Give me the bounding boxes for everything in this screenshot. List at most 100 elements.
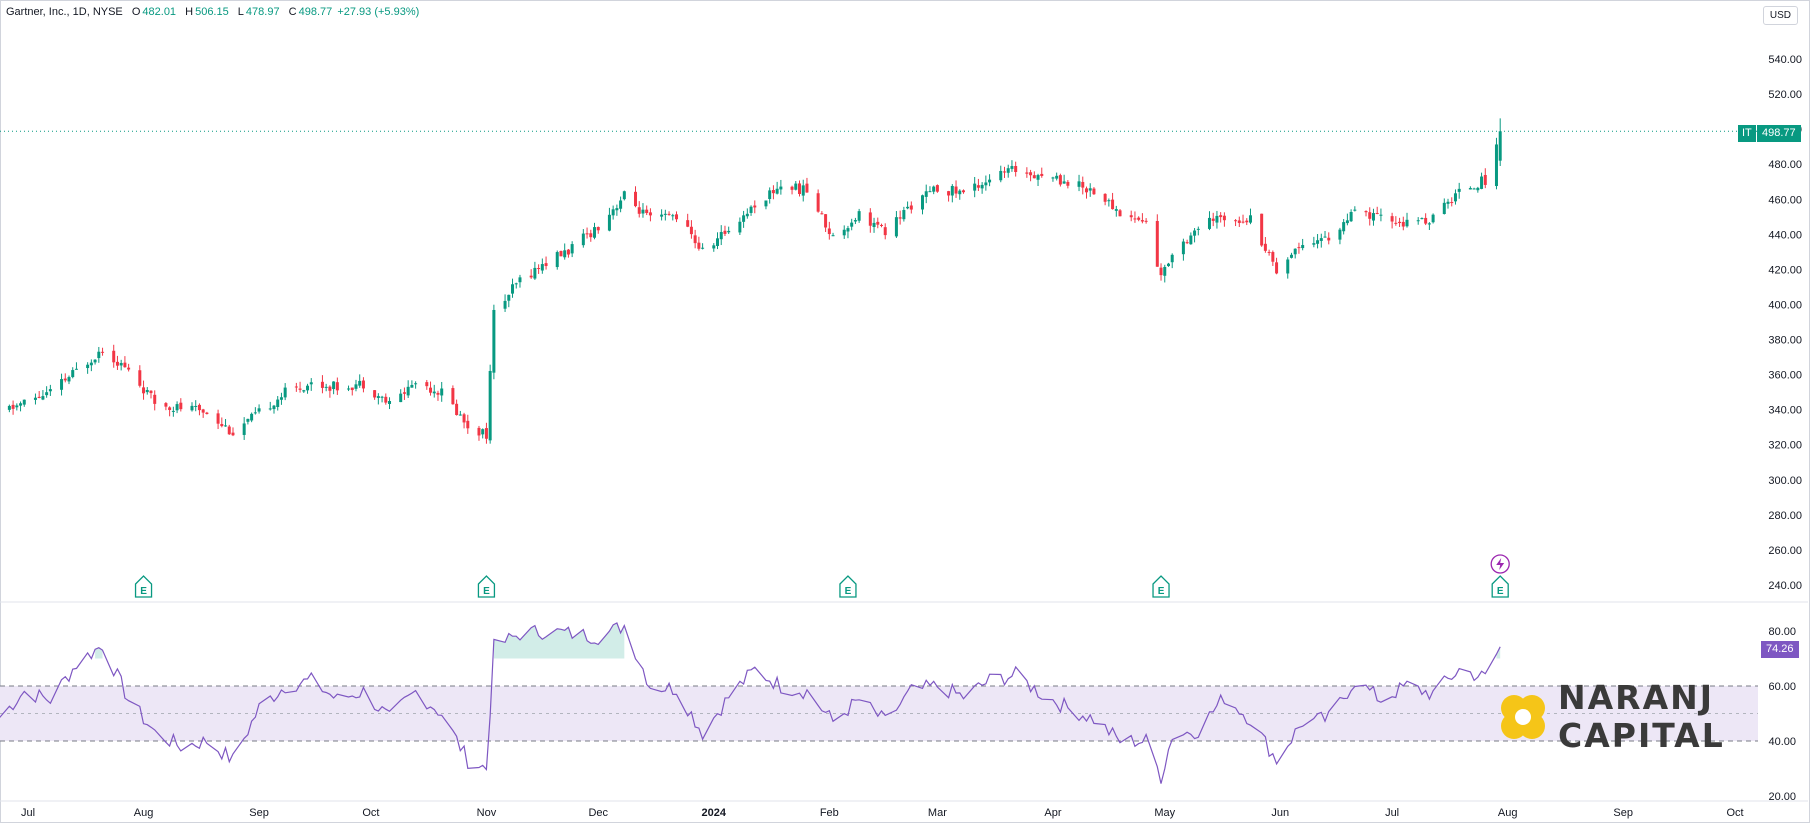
candle-body — [1002, 171, 1006, 173]
candle-body — [272, 405, 276, 410]
candle-body — [283, 387, 287, 398]
candle-body — [1092, 188, 1096, 195]
candle-body — [1450, 202, 1454, 204]
candle-body — [950, 185, 954, 196]
candle-body — [1297, 247, 1301, 249]
candle-body — [1260, 213, 1264, 246]
rsi-axis[interactable]: 20.00 40.00 60.00 80.00 — [1768, 626, 1796, 803]
earnings-marker[interactable]: E — [134, 575, 153, 598]
candle-body — [1081, 181, 1085, 188]
rsi-tick-label: 20.00 — [1768, 791, 1796, 803]
candle-body — [123, 362, 127, 368]
candle-body — [1476, 187, 1480, 191]
candle-body — [1118, 210, 1122, 217]
candle-body — [67, 377, 71, 382]
currency-button[interactable]: USD — [1762, 6, 1798, 25]
time-tick-label: Feb — [820, 807, 839, 819]
earnings-icon — [839, 575, 857, 598]
candle-body — [410, 384, 414, 388]
symbol-legend[interactable]: Gartner, Inc., 1D, NYSE O 482.01 H 506.15 … — [6, 6, 419, 18]
candle-body — [142, 387, 146, 394]
candle-body — [924, 191, 928, 197]
candle-body — [1193, 230, 1197, 236]
candle-body — [514, 283, 518, 285]
candle-body — [518, 277, 522, 283]
candle-body — [883, 227, 887, 236]
candle-body — [101, 351, 105, 353]
earnings-letter: E — [845, 586, 852, 597]
candle-body — [906, 206, 910, 209]
rsi-overbought-fill — [95, 647, 103, 659]
candle-body — [507, 294, 511, 301]
candle-body — [1245, 220, 1249, 223]
candle-body — [481, 429, 485, 435]
candle-body — [425, 382, 429, 387]
price-tick-label: 480.00 — [1768, 159, 1802, 171]
candle-body — [775, 188, 779, 194]
high-value: 506.15 — [195, 6, 229, 18]
candle-body — [768, 190, 772, 199]
earnings-marker[interactable]: E — [1491, 575, 1509, 598]
price-tick-label: 320.00 — [1768, 440, 1802, 452]
candle-body — [1010, 166, 1014, 169]
candle-body — [857, 211, 861, 221]
candle-body — [127, 367, 131, 370]
candle-body — [1140, 220, 1144, 222]
close-value: 498.77 — [298, 6, 333, 18]
candle-body — [593, 227, 597, 238]
candle-body — [935, 185, 939, 192]
candle-body — [276, 399, 280, 407]
candle-body — [932, 186, 936, 192]
candle-body — [1323, 236, 1327, 238]
candle-body — [1084, 188, 1088, 193]
time-tick-label: Nov — [477, 807, 497, 819]
candle-body — [1196, 228, 1200, 230]
candle-body — [406, 386, 410, 396]
time-tick-label: May — [1154, 807, 1175, 819]
candle-body — [1420, 218, 1424, 220]
candle-body — [1114, 209, 1118, 211]
candle-body — [220, 423, 224, 427]
time-tick-label: 2024 — [702, 807, 727, 819]
candle-body — [801, 185, 805, 196]
time-axis[interactable]: Jul Aug Sep Oct Nov Dec 2024 Feb Mar Apr May Jun Jul… — [0, 800, 1808, 819]
earnings-marker[interactable]: E — [477, 575, 496, 598]
candle-body — [1472, 188, 1476, 190]
candle-body — [1327, 237, 1331, 241]
candle-body — [1349, 211, 1353, 222]
candle-body — [1275, 262, 1279, 274]
candle-body — [1286, 259, 1290, 274]
candle-body — [846, 228, 850, 232]
time-tick-label: Apr — [1044, 807, 1061, 819]
candle-body — [320, 381, 324, 388]
candle-body — [1427, 223, 1431, 225]
candle-body — [686, 220, 690, 227]
candle-body — [1055, 175, 1059, 179]
candle-body — [432, 391, 436, 394]
price-axis[interactable]: 240.00 260.00 280.00 300.00 320.00 340.00 360.… — [1768, 54, 1802, 592]
candle-body — [332, 381, 336, 390]
candle-body — [961, 190, 965, 193]
candle-body — [540, 264, 544, 271]
candle-body — [868, 212, 872, 226]
candle-body — [93, 359, 97, 363]
earnings-marker[interactable]: E — [839, 575, 857, 598]
last-price-label: 498.77 — [1757, 125, 1801, 142]
earnings-marker[interactable]: E — [1152, 575, 1170, 598]
price-tick-label: 380.00 — [1768, 335, 1802, 347]
time-tick-label: Mar — [928, 807, 947, 819]
candle-body — [1498, 131, 1502, 161]
dividend-marker[interactable] — [1490, 554, 1510, 574]
candle-body — [306, 385, 310, 391]
candle-body — [257, 408, 261, 412]
candle-body — [611, 209, 615, 216]
candle-body — [242, 423, 246, 435]
earnings-icon — [134, 575, 153, 598]
candle-body — [675, 214, 679, 220]
price-tick-label: 520.00 — [1768, 89, 1802, 101]
low-value: 478.97 — [245, 6, 280, 18]
candle-body — [1375, 212, 1379, 214]
candle-body — [999, 170, 1003, 181]
